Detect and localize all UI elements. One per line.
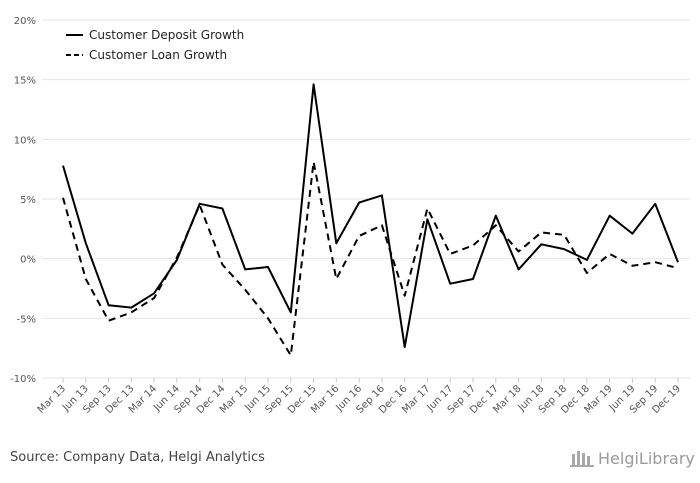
y-tick-label: -5% [17,314,36,325]
legend: Customer Deposit Growth Customer Loan Gro… [66,28,244,62]
y-tick-label: 5% [20,195,36,206]
y-tick-label: 20% [14,16,36,27]
library-icon [570,451,594,467]
y-tick-label: 15% [14,76,36,87]
series-lines [62,83,679,357]
y-tick-label: 0% [20,255,36,266]
gridlines [42,19,690,379]
x-tick-label: Mar 13 [36,383,68,415]
brand-name: HelgiLibrary [598,448,695,468]
y-axis-ticks: -10% -5% 0% 5% 10% 15% 20% [10,16,36,385]
source-note: Source: Company Data, Helgi Analytics [10,450,265,465]
deposit-growth-line [62,83,679,348]
loan-growth-line [62,161,679,357]
y-tick-label: 10% [14,135,36,146]
legend-label: Customer Loan Growth [89,48,227,62]
legend-label: Customer Deposit Growth [89,28,244,42]
y-tick-label: -10% [10,374,36,385]
brand-logo: HelgiLibrary [570,448,695,468]
